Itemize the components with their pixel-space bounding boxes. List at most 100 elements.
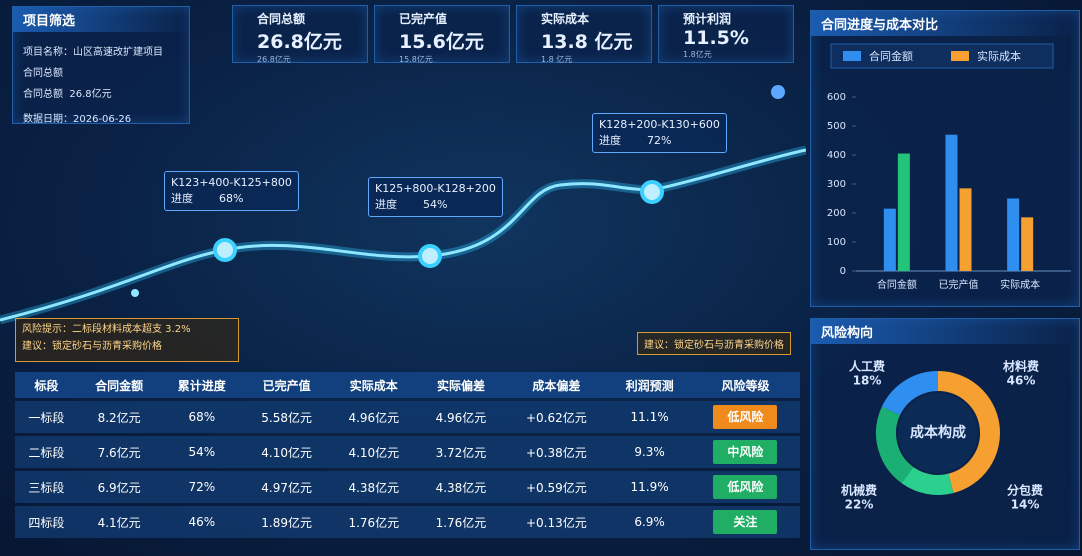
node bbox=[131, 289, 139, 297]
pie-value-label: 14% bbox=[1011, 498, 1040, 512]
pie-center bbox=[898, 393, 978, 473]
panel-title: 项目筛选 bbox=[13, 7, 189, 32]
table-row: 三标段 6.9亿元 72% 4.97亿元 4.38亿元 4.38亿元 +0.59亿元 11.9… bbox=[15, 471, 800, 503]
table-cell: +0.62亿元 bbox=[504, 401, 609, 433]
header-cell: 成本偏差 bbox=[504, 372, 609, 398]
risk-badge: 关注 bbox=[713, 510, 778, 534]
kpi-sub: 1.8 亿元 bbox=[541, 55, 573, 64]
table-cell: 46% bbox=[160, 506, 244, 538]
filter-date: 数据日期：2026-06-26 bbox=[23, 114, 132, 125]
kpi-card: 实际成本 13.8 亿元 1.8 亿元 bbox=[516, 5, 652, 64]
table-cell: 四标段 bbox=[15, 506, 78, 538]
table-cell: 6.9亿元 bbox=[77, 471, 161, 503]
y-tick-label: 600 bbox=[827, 92, 846, 103]
pie-center-label: 成本构成 bbox=[910, 424, 966, 441]
table-cell: 68% bbox=[160, 401, 244, 433]
pin bbox=[771, 85, 785, 99]
filter-label: 合同总额 bbox=[23, 89, 63, 100]
y-tick-label: 400 bbox=[827, 150, 846, 161]
y-tick-label: 300 bbox=[827, 179, 846, 190]
pie-segment bbox=[881, 371, 939, 416]
table-cell: 8.2亿元 bbox=[77, 401, 161, 433]
risk-badge: 低风险 bbox=[713, 475, 778, 499]
table-cell: 6.9% bbox=[608, 506, 691, 538]
table-cell: 1.76亿元 bbox=[417, 506, 505, 538]
x-tick-label: 合同金额 bbox=[877, 278, 917, 291]
table-cell: 中风险 bbox=[690, 436, 800, 468]
y-tick-label: 0 bbox=[840, 266, 846, 277]
section-name: K128+200-K130+600 bbox=[599, 118, 720, 131]
progress-row: 进度 54% bbox=[375, 197, 496, 213]
progress-value: 68% bbox=[219, 192, 244, 205]
table-cell: 4.96亿元 bbox=[330, 401, 418, 433]
kpi-card: 合同总额 26.8亿元 26.8亿元 bbox=[232, 5, 368, 64]
table-cell: 4.1亿元 bbox=[77, 506, 161, 538]
kpi-label: 实际成本 bbox=[541, 12, 590, 26]
table-cell: +0.59亿元 bbox=[504, 471, 609, 503]
pie-segment bbox=[901, 466, 954, 495]
table-cell: +0.13亿元 bbox=[504, 506, 609, 538]
table-cell: 4.38亿元 bbox=[417, 471, 505, 503]
legend-swatch bbox=[951, 51, 969, 61]
table-body: 一标段 8.2亿元 68% 5.58亿元 4.96亿元 4.96亿元 +0.62亿元 11.1… bbox=[15, 401, 800, 538]
table-cell: 4.38亿元 bbox=[330, 471, 418, 503]
node bbox=[418, 244, 442, 268]
filter-panel: 项目筛选 项目名称：山区高速改扩建项目 合同总额 合同总额 26.8亿元 数据日… bbox=[12, 6, 190, 125]
section-name: K125+800-K128+200 bbox=[375, 182, 496, 195]
header-cell: 累计进度 bbox=[160, 372, 244, 398]
table-cell: 低风险 bbox=[690, 471, 800, 503]
pie-value-label: 18% bbox=[853, 374, 882, 388]
bar-panel: 合同进度与成本对比 合同金额 实际成本 0 100 200 300 400 500 600 合同金… bbox=[810, 10, 1080, 307]
risk-note: 建议：锁定砂石与沥青采购价格 bbox=[22, 341, 162, 352]
kpi-sub: 15.8亿元 bbox=[399, 55, 433, 64]
filter-row: 合同总额 bbox=[23, 68, 63, 79]
map-label: K123+400-K125+800 进度 68% bbox=[164, 171, 299, 211]
table-header: 标段 合同金额 累计进度 已完产值 实际成本 实际偏差 成本偏差 利润预测 风险等级 bbox=[15, 372, 800, 398]
table-row: 四标段 4.1亿元 46% 1.89亿元 1.76亿元 1.76亿元 +0.13亿元 6.9%… bbox=[15, 506, 800, 538]
table-cell: 72% bbox=[160, 471, 244, 503]
risk-badge: 低风险 bbox=[713, 405, 778, 429]
map-label: K128+200-K130+600 进度 72% bbox=[592, 113, 727, 153]
pie-label: 分包费 bbox=[1007, 483, 1043, 498]
table-cell: 关注 bbox=[690, 506, 800, 538]
section-table: 标段 合同金额 累计进度 已完产值 实际成本 实际偏差 成本偏差 利润预测 风险等级一标段 8.2… bbox=[15, 369, 800, 541]
y-tick-label: 100 bbox=[827, 237, 846, 248]
table-cell: 4.10亿元 bbox=[243, 436, 331, 468]
kpi-card: 已完产值 15.6亿元 15.8亿元 bbox=[374, 5, 510, 64]
table-cell: 1.76亿元 bbox=[330, 506, 418, 538]
table-cell: 7.6亿元 bbox=[77, 436, 161, 468]
pie-segment bbox=[937, 371, 1000, 494]
risk-box: 风险提示：二标段材料成本超支 3.2% 建议：锁定砂石与沥青采购价格 bbox=[15, 318, 239, 362]
bar bbox=[883, 208, 896, 271]
table-cell: 54% bbox=[160, 436, 244, 468]
kpi-sub: 1.8亿元 bbox=[683, 50, 712, 59]
pie-label: 材料费 bbox=[1002, 359, 1039, 374]
progress-value: 72% bbox=[647, 134, 672, 147]
pie-value-label: 22% bbox=[845, 498, 874, 512]
legend-label: 合同金额 bbox=[869, 49, 913, 63]
table-row: 二标段 7.6亿元 54% 4.10亿元 4.10亿元 3.72亿元 +0.38亿元 9.3%… bbox=[15, 436, 800, 468]
header-cell: 利润预测 bbox=[608, 372, 691, 398]
table-cell: 11.1% bbox=[608, 401, 691, 433]
bar bbox=[959, 188, 972, 271]
progress-label: 进度 bbox=[171, 192, 193, 205]
x-tick-label: 已完产值 bbox=[939, 278, 979, 291]
legend-label: 实际成本 bbox=[977, 49, 1021, 63]
section-name: K123+400-K125+800 bbox=[171, 176, 292, 189]
filter-project: 项目名称：山区高速改扩建项目 bbox=[23, 47, 163, 58]
kpi-value: 15.6亿元 bbox=[399, 31, 484, 53]
pie-value-label: 46% bbox=[1007, 374, 1036, 388]
table-cell: 低风险 bbox=[690, 401, 800, 433]
kpi-value: 26.8亿元 bbox=[257, 31, 342, 53]
table-cell: 4.96亿元 bbox=[417, 401, 505, 433]
pie-label: 人工费 bbox=[849, 359, 885, 374]
table-cell: 4.10亿元 bbox=[330, 436, 418, 468]
bar bbox=[945, 134, 958, 271]
node bbox=[213, 238, 237, 262]
table-cell: 4.97亿元 bbox=[243, 471, 331, 503]
header-cell: 已完产值 bbox=[243, 372, 331, 398]
bar bbox=[1021, 217, 1034, 271]
